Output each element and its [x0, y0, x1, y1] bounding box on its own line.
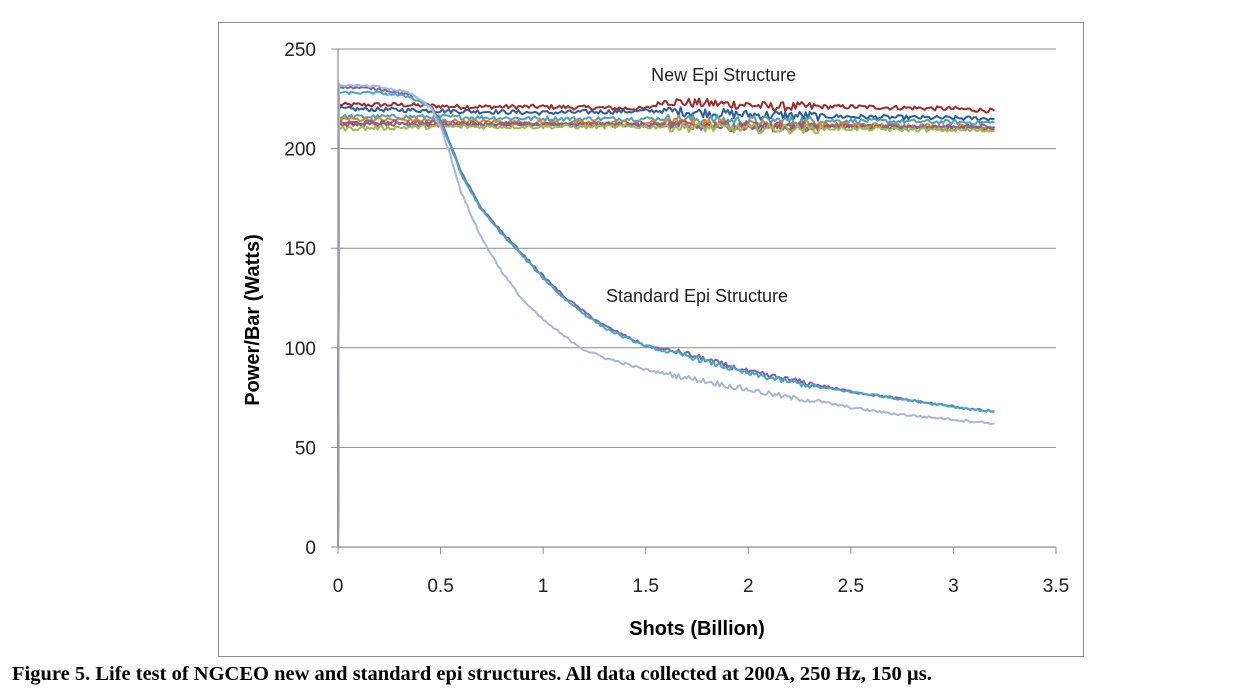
series-line-standard-10 — [337, 82, 995, 548]
series-line-new-6 — [337, 119, 995, 548]
x-tick-label-3.5: 3.5 — [1043, 576, 1069, 597]
annotations: New Epi Structure Standard Epi Structure — [606, 65, 796, 306]
series-lines — [337, 82, 996, 548]
y-tick-label-100: 100 — [284, 339, 316, 360]
series-line-standard-9 — [337, 90, 995, 548]
figure-caption: Figure 5. Life test of NGCEO new and sta… — [12, 663, 932, 685]
axes — [337, 49, 1056, 548]
annotation-1: New Epi Structure — [651, 65, 796, 85]
x-tick-label-1.5: 1.5 — [633, 576, 659, 597]
y-tick-label-50: 50 — [295, 438, 316, 459]
series-line-standard-8 — [337, 85, 995, 548]
x-tick-label-2.5: 2.5 — [838, 576, 864, 597]
y-tick-label-200: 200 — [284, 140, 316, 161]
series-line-new-2 — [337, 105, 995, 548]
y-axis-title: Power/Bar (Watts) — [242, 234, 264, 406]
x-tick-label-0: 0 — [333, 576, 344, 597]
x-tick-label-3: 3 — [948, 576, 959, 597]
series-line-new-3 — [337, 113, 995, 548]
grid-lines — [338, 48, 1056, 448]
series-line-new-7 — [337, 121, 995, 548]
y-tick-label-250: 250 — [284, 40, 316, 61]
x-axis-title: Shots (Billion) — [629, 618, 765, 640]
y-tick-label-150: 150 — [284, 239, 316, 260]
y-tick-label-0: 0 — [305, 538, 316, 559]
chart-frame: 0 0.5 1 1.5 2 2.5 3 3.5 0 50 100 150 200 250 Shots (B… — [218, 22, 1084, 657]
series-line-new-5 — [337, 119, 996, 548]
x-tick-label-0.5: 0.5 — [427, 576, 453, 597]
series-line-new-4 — [337, 116, 996, 548]
annotation-2: Standard Epi Structure — [606, 286, 788, 306]
x-tick-label-1: 1 — [538, 576, 549, 597]
tick-labels: 0 0.5 1 1.5 2 2.5 3 3.5 0 50 100 150 200 250 — [284, 40, 1069, 597]
x-tick-label-2: 2 — [743, 576, 754, 597]
series-line-new-1 — [337, 97, 996, 548]
line-chart: 0 0.5 1 1.5 2 2.5 3 3.5 0 50 100 150 200 250 Shots (B… — [242, 40, 1069, 640]
